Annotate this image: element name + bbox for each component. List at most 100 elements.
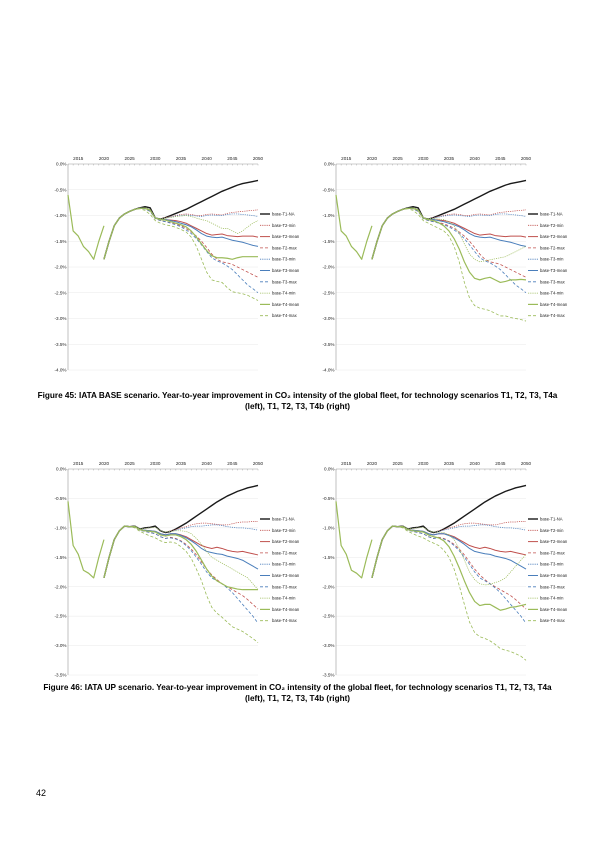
series-line-base-t2-min bbox=[371, 521, 526, 578]
legend-label-base-t2-max: base-T2-max bbox=[272, 245, 298, 250]
x-tick-label: 2015 bbox=[73, 461, 84, 466]
y-tick-label: -2.0% bbox=[322, 265, 334, 270]
legend-label-base-t3-mean: base-T3-mean bbox=[540, 573, 568, 578]
figure-45-caption: Figure 45: IATA BASE scenario. Year-to-y… bbox=[37, 391, 558, 411]
y-tick-label: -2.0% bbox=[54, 265, 66, 270]
legend-label-base-t3-max: base-T3-max bbox=[272, 279, 298, 284]
series-line-base-t1-na bbox=[371, 179, 527, 260]
series-line-base-t4-max bbox=[103, 208, 259, 301]
series-line-history bbox=[335, 501, 373, 579]
series-line-base-t3-mean bbox=[371, 207, 527, 260]
series-line-base-t2-mean bbox=[371, 207, 527, 260]
y-tick-label: -1.0% bbox=[322, 213, 334, 218]
legend-label-base-t3-min: base-T3-min bbox=[272, 562, 296, 567]
y-tick-label: 0.0% bbox=[56, 467, 66, 472]
y-tick-label: -0.5% bbox=[54, 496, 66, 501]
legend-label-base-t3-min: base-T3-min bbox=[540, 562, 564, 567]
legend-label-base-t4-mean: base-T4-mean bbox=[272, 607, 300, 612]
legend-label-base-t3-min: base-T3-min bbox=[540, 257, 564, 262]
x-tick-label: 2025 bbox=[125, 461, 136, 466]
chart-fig46-left: 0.0% -0.5% -1.0% -1.5% -2.0% -2.5% -3.0% -3.5% 2… bbox=[54, 457, 299, 687]
y-tick-label: -3.0% bbox=[54, 643, 66, 648]
series-line-base-t4-min bbox=[371, 207, 527, 263]
legend-label-base-t3-mean: base-T3-mean bbox=[272, 268, 300, 273]
legend-label-base-t2-max: base-T2-max bbox=[272, 550, 298, 555]
legend-label-base-t1-na: base-T1-NA bbox=[540, 517, 563, 522]
x-tick-label: 2045 bbox=[227, 461, 238, 466]
y-tick-label: -2.0% bbox=[54, 584, 66, 589]
series-line-base-t3-min bbox=[103, 207, 259, 260]
x-tick-label: 2025 bbox=[125, 156, 136, 161]
legend-label-base-t4-max: base-T4-max bbox=[272, 313, 298, 318]
chart-svg: 0.0% -0.5% -1.0% -1.5% -2.0% -2.5% -3.0% -3.5% 2… bbox=[322, 461, 567, 678]
figure-46-caption: Figure 46: IATA UP scenario. Year-to-yea… bbox=[43, 683, 552, 703]
legend-label-base-t2-max: base-T2-max bbox=[540, 245, 566, 250]
y-tick-label: -2.0% bbox=[322, 584, 334, 589]
legend-label-base-t3-min: base-T3-min bbox=[272, 257, 296, 262]
y-tick-label: -0.5% bbox=[322, 187, 334, 192]
page-number: 42 bbox=[36, 788, 47, 798]
y-tick-label: -3.5% bbox=[54, 673, 66, 678]
series-line-base-t2-min bbox=[371, 207, 527, 260]
x-tick-label: 2020 bbox=[367, 156, 378, 161]
series-line-base-t1-na bbox=[371, 484, 527, 579]
legend-label-base-t1-na: base-T1-NA bbox=[272, 517, 295, 522]
legend-label-base-t2-min: base-T2-min bbox=[272, 528, 296, 533]
series-line-base-t4-max bbox=[371, 208, 527, 322]
y-tick-label: -3.0% bbox=[322, 643, 334, 648]
x-tick-label: 2015 bbox=[73, 156, 84, 161]
series-line-base-t2-min bbox=[103, 207, 259, 260]
y-tick-label: -3.5% bbox=[322, 342, 334, 347]
x-tick-label: 2035 bbox=[176, 461, 187, 466]
chart-svg: 0.0% -0.5% -1.0% -1.5% -2.0% -2.5% -3.0% -3.5% 2… bbox=[54, 461, 299, 678]
series-line-base-t2-mean bbox=[103, 525, 259, 579]
x-tick-label: 2030 bbox=[150, 156, 161, 161]
y-tick-label: -1.5% bbox=[322, 239, 334, 244]
legend-label-base-t3-mean: base-T3-mean bbox=[540, 268, 568, 273]
legend-label-base-t1-na: base-T1-NA bbox=[540, 212, 563, 217]
y-tick-label: -3.0% bbox=[54, 316, 66, 321]
chart-fig45-right: 0.0% -0.5% -1.0% -1.5% -2.0% -2.5% -3.0% -3.5% -… bbox=[322, 152, 567, 382]
chart-fig46-right: 0.0% -0.5% -1.0% -1.5% -2.0% -2.5% -3.0% -3.5% 2… bbox=[322, 457, 567, 687]
x-tick-label: 2040 bbox=[470, 156, 481, 161]
chart-svg: 0.0% -0.5% -1.0% -1.5% -2.0% -2.5% -3.0% -3.5% -… bbox=[54, 156, 299, 373]
x-tick-label: 2045 bbox=[495, 461, 506, 466]
legend-label-base-t2-min: base-T2-min bbox=[540, 223, 564, 228]
series-line-base-t4-mean bbox=[371, 207, 527, 284]
x-tick-label: 2015 bbox=[341, 156, 352, 161]
series-line-base-t2-min bbox=[103, 521, 258, 578]
series-line-base-t3-mean bbox=[103, 207, 259, 260]
legend-label-base-t4-max: base-T4-max bbox=[540, 618, 566, 623]
x-tick-label: 2025 bbox=[393, 461, 404, 466]
legend-label-base-t2-mean: base-T2-mean bbox=[540, 539, 568, 544]
x-tick-label: 2050 bbox=[253, 156, 264, 161]
series-line-base-t1-na bbox=[103, 179, 259, 260]
x-tick-label: 2030 bbox=[418, 156, 429, 161]
x-tick-label: 2050 bbox=[521, 156, 532, 161]
legend-label-base-t2-mean: base-T2-mean bbox=[272, 539, 300, 544]
x-tick-label: 2040 bbox=[202, 461, 213, 466]
x-tick-label: 2035 bbox=[444, 156, 455, 161]
legend-label-base-t4-min: base-T4-min bbox=[272, 291, 296, 296]
y-tick-label: -4.0% bbox=[322, 368, 334, 373]
y-tick-label: -3.5% bbox=[322, 673, 334, 678]
series-line-base-t2-mean bbox=[103, 207, 259, 260]
series-line-base-t4-max bbox=[371, 525, 527, 661]
legend-label-base-t2-mean: base-T2-mean bbox=[540, 234, 568, 239]
y-tick-label: -1.5% bbox=[54, 239, 66, 244]
y-tick-label: -0.5% bbox=[322, 496, 334, 501]
x-tick-label: 2030 bbox=[418, 461, 429, 466]
y-tick-label: -1.0% bbox=[322, 525, 334, 530]
legend-label-base-t4-min: base-T4-min bbox=[540, 291, 564, 296]
series-line-base-t2-mean bbox=[371, 525, 527, 579]
chart-svg: 0.0% -0.5% -1.0% -1.5% -2.0% -2.5% -3.0% -3.5% -… bbox=[322, 156, 567, 373]
y-tick-label: 0.0% bbox=[324, 467, 334, 472]
legend-label-base-t4-min: base-T4-min bbox=[540, 596, 564, 601]
series-line-base-t4-mean bbox=[371, 525, 527, 611]
x-tick-label: 2035 bbox=[444, 461, 455, 466]
chart-fig45-left: 0.0% -0.5% -1.0% -1.5% -2.0% -2.5% -3.0% -3.5% -… bbox=[54, 152, 299, 382]
series-line-history bbox=[67, 194, 105, 260]
legend-label-base-t2-max: base-T2-max bbox=[540, 550, 566, 555]
y-tick-label: -2.5% bbox=[54, 614, 66, 619]
legend-label-base-t2-mean: base-T2-mean bbox=[272, 234, 300, 239]
